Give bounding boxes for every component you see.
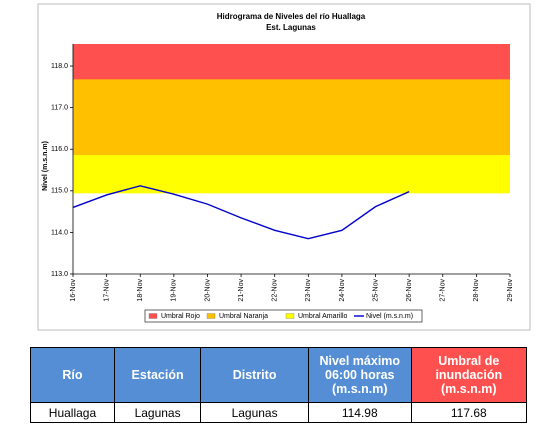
x-tick-label: 24-Nov [339, 279, 346, 302]
y-tick-label: 115.0 [51, 188, 68, 195]
legend-label: Umbral Rojo [161, 313, 200, 320]
x-tick-label: 26-Nov [406, 279, 413, 302]
y-tick-label: 114.0 [51, 229, 68, 236]
x-tick-label: 27-Nov [440, 279, 447, 302]
chart: Hidrograma de Niveles del río Huallaga E… [37, 3, 531, 331]
threshold-band [73, 44, 510, 80]
x-tick-label: 19-Nov [171, 279, 178, 302]
x-tick-label: 21-Nov [238, 279, 245, 302]
legend-label: Nivel (m.s.n.m) [366, 313, 413, 320]
header-cell: Umbral de inundación (m.s.n.m) [410, 347, 528, 403]
legend-swatch [285, 313, 295, 319]
x-tick-label: 28-Nov [473, 279, 480, 302]
table-body: Huallaga Lagunas Lagunas 114.98 117.68 [30, 402, 528, 423]
x-tick-label: 22-Nov [272, 279, 279, 302]
legend-label: Umbral Naranja [219, 313, 268, 320]
header-cell: Nivel máximo 06:00 horas (m.s.n.m) [307, 347, 412, 403]
legend-box [144, 309, 423, 323]
x-tick-label: 20-Nov [204, 279, 211, 302]
level-line [72, 185, 410, 240]
table-row: Huallaga Lagunas Lagunas 114.98 117.68 [30, 402, 528, 423]
table-cell: Lagunas [113, 402, 202, 423]
x-tick-label: 17-Nov [103, 279, 110, 302]
y-tick-label: 116.0 [51, 146, 68, 153]
x-tick-label: 23-Nov [305, 279, 312, 302]
summary-table: Río Estación Distrito Nivel máximo 06:00 ho… [30, 347, 528, 423]
table-cell: Huallaga [30, 402, 115, 423]
x-tick-label: 16-Nov [70, 279, 77, 302]
header-cell: Distrito [200, 347, 309, 403]
table-cell: 114.98 [307, 402, 412, 423]
table-cell: 117.68 [410, 402, 528, 423]
y-tick-label: 118.0 [51, 63, 68, 70]
y-axis-label: Nivel (m.s.n.m) [42, 141, 49, 191]
chart-title: Hidrograma de Niveles del río Huallaga [217, 12, 366, 21]
legend-label: Umbral Amarillo [298, 313, 348, 320]
x-tick-label: 25-Nov [372, 279, 379, 302]
x-tick-label: 29-Nov [507, 279, 514, 302]
y-tick-label: 113.0 [51, 271, 68, 278]
chart-subtitle: Est. Lagunas [266, 23, 316, 32]
header-cell: Río [30, 347, 115, 403]
header-cell: Estación [113, 347, 202, 403]
legend-swatch [148, 313, 158, 319]
legend-swatch [206, 313, 216, 319]
table-cell: Lagunas [200, 402, 309, 423]
x-tick-label: 18-Nov [137, 279, 144, 302]
y-tick-label: 117.0 [51, 104, 68, 111]
header-row: Río Estación Distrito Nivel máximo 06:00 ho… [30, 347, 528, 403]
